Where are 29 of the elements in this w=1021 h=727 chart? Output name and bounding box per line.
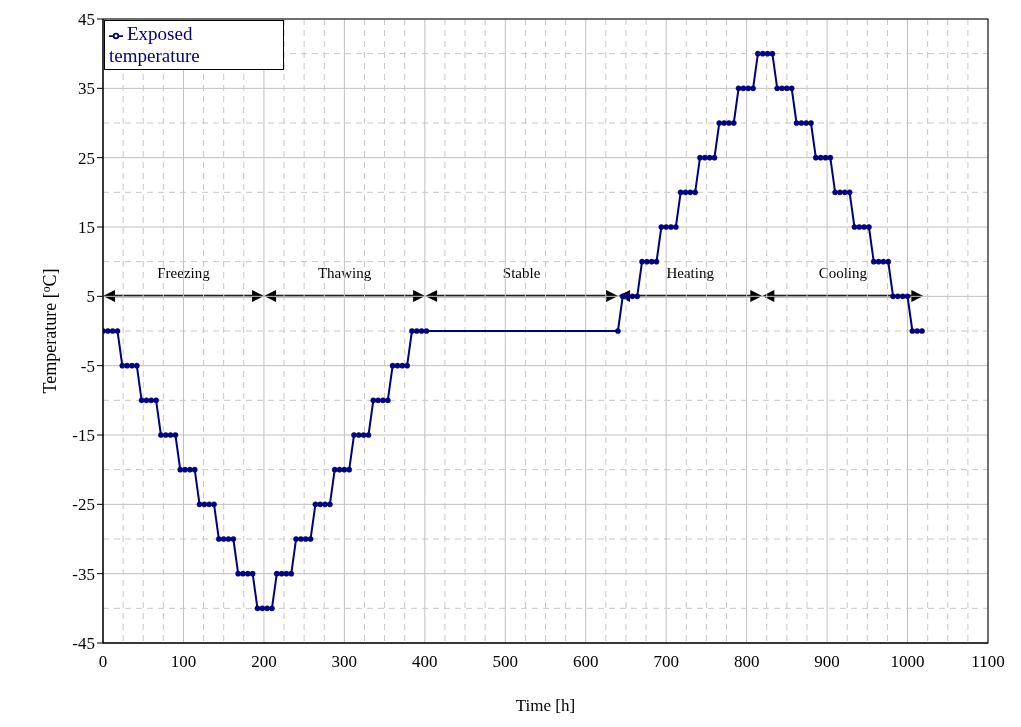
x-tick-label: 400 [412, 652, 438, 672]
y-tick-label: -35 [72, 564, 95, 584]
x-tick-label: 800 [733, 652, 760, 672]
annotation: Thawing [317, 265, 372, 282]
x-tick-label: 0 [98, 652, 108, 672]
y-tick-label: -45 [72, 634, 95, 654]
legend-label: Exposed temperature [109, 23, 200, 66]
x-tick-label: 900 [814, 652, 840, 672]
x-tick-label: 600 [572, 652, 599, 672]
annotation: Cooling [818, 265, 868, 282]
x-tick-label: 1100 [971, 652, 1005, 672]
y-tick-label: -25 [72, 495, 95, 515]
y-tick-label: 45 [78, 10, 95, 30]
annotation: Stable [502, 265, 541, 282]
annotation: Freezing [157, 265, 211, 282]
x-axis-title: Time [h] [515, 696, 576, 715]
x-tick-label: 100 [170, 652, 197, 672]
x-tick-label: 500 [492, 652, 519, 672]
y-tick-label: 25 [78, 148, 95, 168]
y-tick-label: 5 [86, 287, 95, 307]
x-tick-label: 1000 [890, 652, 925, 672]
x-tick-label: 200 [251, 652, 277, 672]
y-tick-label: 15 [78, 218, 95, 238]
x-tick-label: 300 [331, 652, 358, 672]
annotation: Heating [666, 265, 715, 282]
y-tick-label: -15 [72, 426, 95, 446]
x-tick-label: 700 [653, 652, 679, 672]
y-tick-label: 35 [78, 79, 95, 99]
y-tick-label: -5 [80, 356, 95, 376]
